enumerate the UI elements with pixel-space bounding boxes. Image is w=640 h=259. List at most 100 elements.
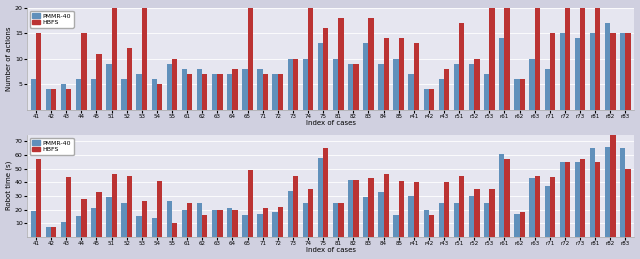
Bar — [31, 79, 36, 110]
Bar — [182, 69, 187, 110]
Bar — [559, 162, 565, 237]
Bar — [338, 203, 344, 237]
Bar — [439, 203, 444, 237]
Bar — [127, 176, 132, 237]
Bar — [278, 207, 283, 237]
Bar — [515, 79, 520, 110]
Bar — [97, 54, 102, 110]
Bar — [414, 182, 419, 237]
Bar — [575, 162, 580, 237]
Bar — [122, 79, 127, 110]
Bar — [97, 192, 102, 237]
Bar — [182, 210, 187, 237]
Bar — [66, 89, 72, 110]
Bar — [408, 74, 414, 110]
Bar — [287, 191, 293, 237]
Bar — [61, 222, 66, 237]
Bar — [248, 8, 253, 110]
Bar — [459, 23, 465, 110]
Bar — [293, 59, 298, 110]
Bar — [474, 59, 479, 110]
Bar — [262, 74, 268, 110]
Y-axis label: Robot time (s): Robot time (s) — [6, 161, 12, 211]
Bar — [166, 202, 172, 237]
Bar — [383, 174, 389, 237]
Bar — [394, 215, 399, 237]
Bar — [611, 128, 616, 237]
Bar — [363, 43, 369, 110]
Bar — [227, 74, 232, 110]
Bar — [363, 197, 369, 237]
Bar — [46, 227, 51, 237]
Bar — [348, 180, 353, 237]
Bar — [378, 64, 383, 110]
Bar — [534, 176, 540, 237]
Bar — [318, 43, 323, 110]
Bar — [499, 38, 504, 110]
Y-axis label: Number of actions: Number of actions — [6, 26, 12, 91]
Bar — [293, 176, 298, 237]
Bar — [620, 33, 625, 110]
Bar — [61, 84, 66, 110]
Bar — [323, 28, 328, 110]
Bar — [303, 59, 308, 110]
Bar — [157, 84, 162, 110]
Bar — [106, 64, 111, 110]
Bar — [580, 159, 586, 237]
Bar — [31, 211, 36, 237]
Bar — [444, 182, 449, 237]
Bar — [287, 59, 293, 110]
Bar — [157, 181, 162, 237]
Bar — [439, 79, 444, 110]
Bar — [490, 189, 495, 237]
Bar — [333, 59, 338, 110]
Bar — [454, 64, 459, 110]
Bar — [152, 218, 157, 237]
Bar — [257, 214, 262, 237]
Bar — [429, 89, 434, 110]
Bar — [378, 192, 383, 237]
Bar — [91, 208, 97, 237]
Bar — [484, 74, 490, 110]
Bar — [308, 8, 313, 110]
Bar — [187, 74, 193, 110]
Bar — [232, 210, 237, 237]
Bar — [529, 178, 534, 237]
Bar — [545, 186, 550, 237]
Bar — [424, 89, 429, 110]
Bar — [515, 214, 520, 237]
Bar — [127, 48, 132, 110]
Bar — [408, 196, 414, 237]
Bar — [529, 59, 534, 110]
Bar — [504, 8, 509, 110]
Bar — [303, 203, 308, 237]
Bar — [218, 210, 223, 237]
Bar — [76, 217, 81, 237]
Bar — [248, 170, 253, 237]
Bar — [76, 79, 81, 110]
Bar — [36, 159, 41, 237]
Bar — [202, 74, 207, 110]
Bar — [122, 203, 127, 237]
Bar — [318, 158, 323, 237]
Bar — [605, 147, 611, 237]
Bar — [81, 33, 86, 110]
Bar — [444, 69, 449, 110]
Bar — [484, 203, 490, 237]
Legend: PMMR-40, HBFS: PMMR-40, HBFS — [30, 138, 74, 155]
Bar — [369, 18, 374, 110]
Bar — [559, 33, 565, 110]
Bar — [353, 180, 358, 237]
Bar — [212, 74, 218, 110]
Bar — [575, 38, 580, 110]
X-axis label: Index of cases: Index of cases — [306, 247, 356, 254]
Bar — [136, 74, 141, 110]
Bar — [545, 69, 550, 110]
Bar — [595, 162, 600, 237]
Bar — [141, 202, 147, 237]
Bar — [152, 79, 157, 110]
Bar — [166, 64, 172, 110]
Bar — [81, 199, 86, 237]
Bar — [136, 217, 141, 237]
Bar — [565, 162, 570, 237]
